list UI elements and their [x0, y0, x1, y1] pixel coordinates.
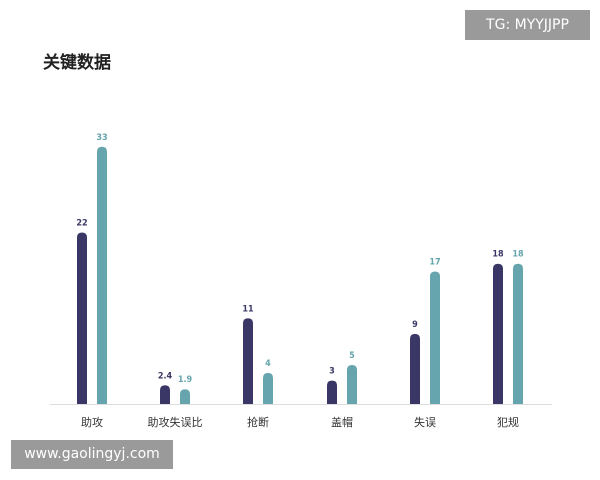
bar-series2-0	[97, 146, 107, 404]
data-label-series1-3: 3	[329, 367, 335, 377]
data-label-series1-1: 2.4	[158, 371, 173, 381]
bar-series1-0	[77, 232, 87, 404]
chart-title: 关键数据	[43, 53, 111, 73]
data-label-series1-5: 18	[492, 250, 504, 260]
category-label-0: 助攻	[81, 415, 103, 429]
bar-series1-3	[327, 380, 337, 404]
category-label-2: 抢断	[247, 415, 269, 429]
bar-series2-1	[180, 389, 190, 404]
data-label-series1-2: 11	[242, 304, 254, 314]
data-label-series2-3: 5	[349, 351, 355, 361]
watermark-top-badge: TG: MYYJJPP	[465, 10, 590, 40]
bar-series2-5	[513, 263, 523, 404]
data-label-series2-0: 33	[96, 133, 107, 143]
bar-series1-4	[410, 333, 420, 404]
category-label-3: 盖帽	[331, 415, 353, 429]
category-label-5: 犯规	[497, 415, 519, 429]
data-label-series2-2: 4	[265, 359, 271, 369]
bar-series1-1	[160, 385, 170, 404]
bar-series2-3	[347, 365, 357, 404]
data-label-series1-0: 22	[76, 219, 87, 229]
data-label-series2-5: 18	[512, 250, 524, 260]
data-label-series1-4: 9	[412, 320, 418, 330]
bar-series1-5	[493, 263, 503, 404]
category-label-1: 助攻失误比	[148, 415, 203, 429]
bar-series2-4	[430, 271, 440, 404]
category-label-4: 失误	[414, 416, 436, 429]
data-label-series2-4: 17	[429, 258, 440, 268]
data-label-series2-1: 1.9	[178, 375, 193, 385]
bar-series1-2	[243, 318, 253, 404]
watermark-url-badge: www.gaolingyj.com	[11, 440, 173, 469]
bar-series2-2	[263, 372, 273, 404]
